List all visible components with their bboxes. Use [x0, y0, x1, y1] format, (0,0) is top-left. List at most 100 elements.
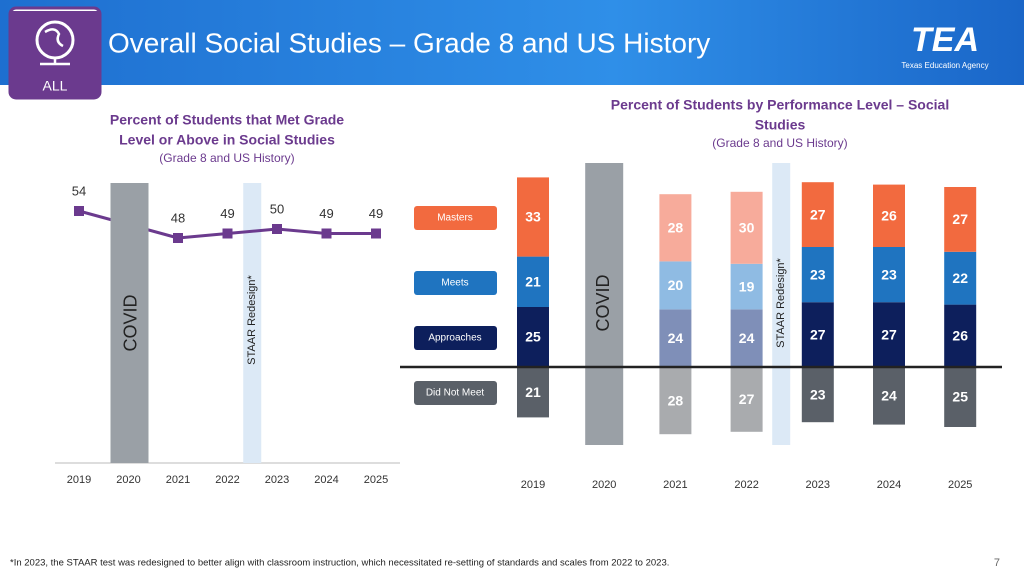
redesign-band: [243, 183, 262, 463]
bar-segment: [873, 302, 905, 367]
data-label: 27: [810, 326, 826, 342]
annotation: COVID: [593, 274, 613, 331]
x-tick-label: 2021: [663, 479, 687, 491]
data-label: 23: [810, 386, 826, 402]
bar-segment: [730, 191, 763, 264]
data-label: 48: [171, 210, 185, 225]
bar-segment: [801, 182, 834, 247]
bar-segment: [517, 256, 549, 307]
chart-subtitle: (Grade 8 and US History): [712, 136, 847, 150]
bar-segment: [659, 261, 692, 310]
chart-title: Percent of Students that Met Grade: [110, 112, 344, 128]
data-label: 23: [881, 266, 897, 282]
data-label: 33: [525, 209, 541, 225]
data-label: 28: [668, 392, 684, 408]
point: [321, 228, 332, 239]
annotation: COVID: [120, 294, 140, 351]
legend-swatch: [414, 271, 497, 295]
x-tick-label: 2019: [521, 479, 545, 491]
bar-segment: [730, 309, 763, 367]
bar-segment: [659, 367, 692, 435]
bar-segment: [944, 304, 977, 367]
x-tick-label: 2025: [364, 474, 388, 486]
bar-segment: [517, 177, 549, 257]
data-label: 24: [739, 330, 755, 346]
data-label: 24: [668, 330, 684, 346]
redesign-band: [772, 163, 791, 445]
logo: TEA: [911, 21, 979, 59]
bar-segment: [730, 367, 763, 432]
slide-title: Overall Social Studies – Grade 8 and US …: [108, 27, 710, 58]
x-tick-label: 2024: [314, 474, 338, 486]
x-tick-label: 2022: [734, 479, 758, 491]
data-label: 30: [739, 220, 755, 236]
bar-segment: [801, 247, 834, 303]
logo-subtitle: Texas Education Agency: [901, 61, 988, 70]
bar-segment: [944, 367, 977, 427]
legend-swatch: [414, 381, 497, 405]
covid-band: [585, 163, 624, 445]
legend-label: Approaches: [428, 333, 481, 344]
data-label: 26: [952, 328, 968, 344]
data-label: 19: [739, 278, 755, 294]
bar-segment: [730, 263, 763, 310]
x-tick-label: 2022: [215, 474, 239, 486]
data-label: 26: [881, 208, 897, 224]
legend-label: Meets: [441, 278, 468, 289]
data-label: 27: [952, 211, 968, 227]
point: [371, 228, 381, 239]
bar-segment: [944, 251, 977, 305]
data-label: 50: [270, 201, 284, 216]
bar-segment: [873, 184, 905, 247]
data-label: 54: [72, 183, 86, 198]
x-tick-label: 2020: [592, 479, 616, 491]
data-label: 22: [952, 270, 968, 286]
legend-label: Did Not Meet: [426, 388, 485, 399]
badge-label: ALL: [43, 78, 68, 94]
bar-segment: [659, 309, 692, 367]
data-label: 49: [369, 206, 383, 221]
bar-segment: [517, 367, 549, 418]
x-tick-label: 2023: [806, 479, 830, 491]
chart-title: Studies: [755, 117, 806, 133]
data-label: 20: [668, 277, 684, 293]
footnote: *In 2023, the STAAR test was redesigned …: [10, 558, 669, 569]
globe-stand: [40, 28, 70, 66]
x-tick-label: 2023: [265, 474, 289, 486]
badge-label-bg: [11, 75, 99, 97]
data-label: 24: [881, 388, 897, 404]
point: [74, 206, 84, 216]
x-tick-label: 2024: [877, 479, 901, 491]
covid-band: [110, 183, 149, 463]
data-label: 49: [220, 206, 234, 221]
data-label: 21: [525, 384, 541, 400]
legend-label: Masters: [437, 213, 473, 224]
bar-segment: [659, 194, 692, 262]
point: [272, 224, 282, 234]
annotation: STAAR Redesign*: [775, 257, 787, 347]
bar-segment: [801, 302, 834, 367]
chart-title: Percent of Students by Performance Level…: [611, 97, 949, 113]
data-label: 25: [525, 329, 541, 345]
x-tick-label: 2021: [166, 474, 190, 486]
header-band: [0, 0, 1024, 85]
legend-swatch: [414, 326, 497, 350]
data-label: 49: [319, 206, 333, 221]
chart-title: Level or Above in Social Studies: [119, 132, 335, 148]
chart-subtitle: (Grade 8 and US History): [159, 151, 294, 165]
bar-segment: [944, 187, 977, 252]
bar-segment: [873, 247, 905, 303]
x-tick-label: 2020: [116, 474, 140, 486]
x-tick-label: 2025: [948, 479, 972, 491]
point: [222, 228, 233, 239]
bar-segment: [801, 367, 834, 423]
data-label: 28: [668, 220, 684, 236]
x-tick-label: 2019: [67, 474, 91, 486]
data-label: 27: [881, 326, 897, 342]
point: [173, 233, 183, 243]
legend-swatch: [414, 206, 497, 230]
data-label: 27: [739, 391, 755, 407]
data-label: 27: [810, 206, 826, 222]
